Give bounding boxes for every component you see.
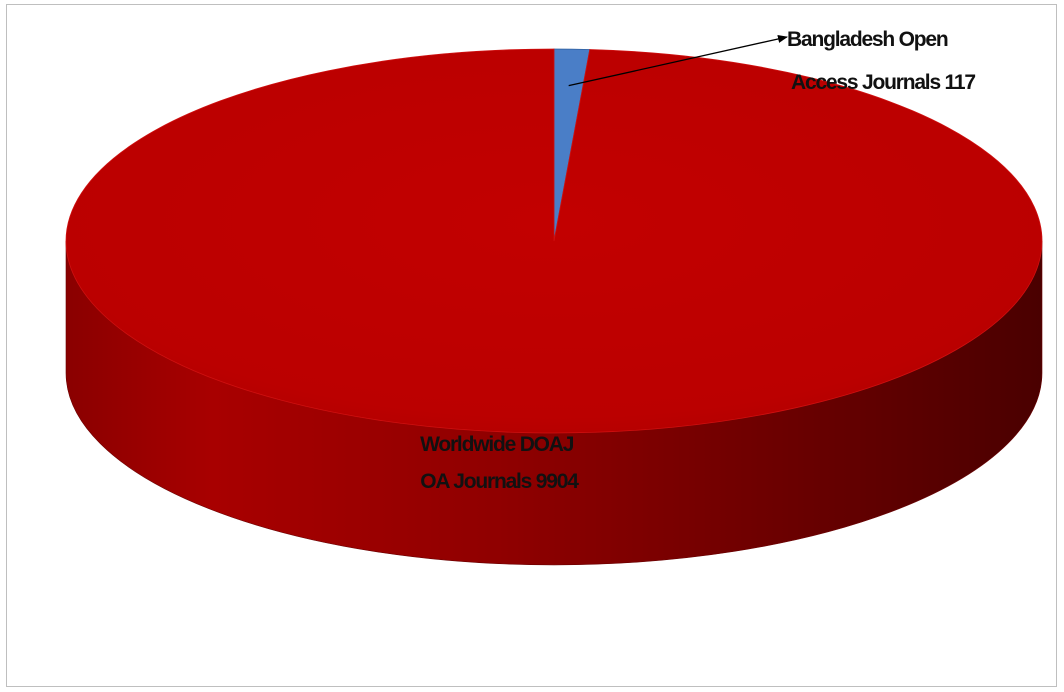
slice-label-worldwide: Worldwide DOAJ OA Journals 9904 (420, 433, 579, 493)
pie-slice-worldwide (65, 48, 1043, 434)
leader-line-bangladesh (568, 35, 788, 87)
pie-chart: Bangladesh Open Access Journals 117 Worl… (65, 28, 1043, 566)
slice-label-bangladesh: Bangladesh Open Access Journals 117 (787, 28, 975, 94)
chart-frame: Bangladesh Open Access Journals 117 Worl… (6, 4, 1057, 687)
